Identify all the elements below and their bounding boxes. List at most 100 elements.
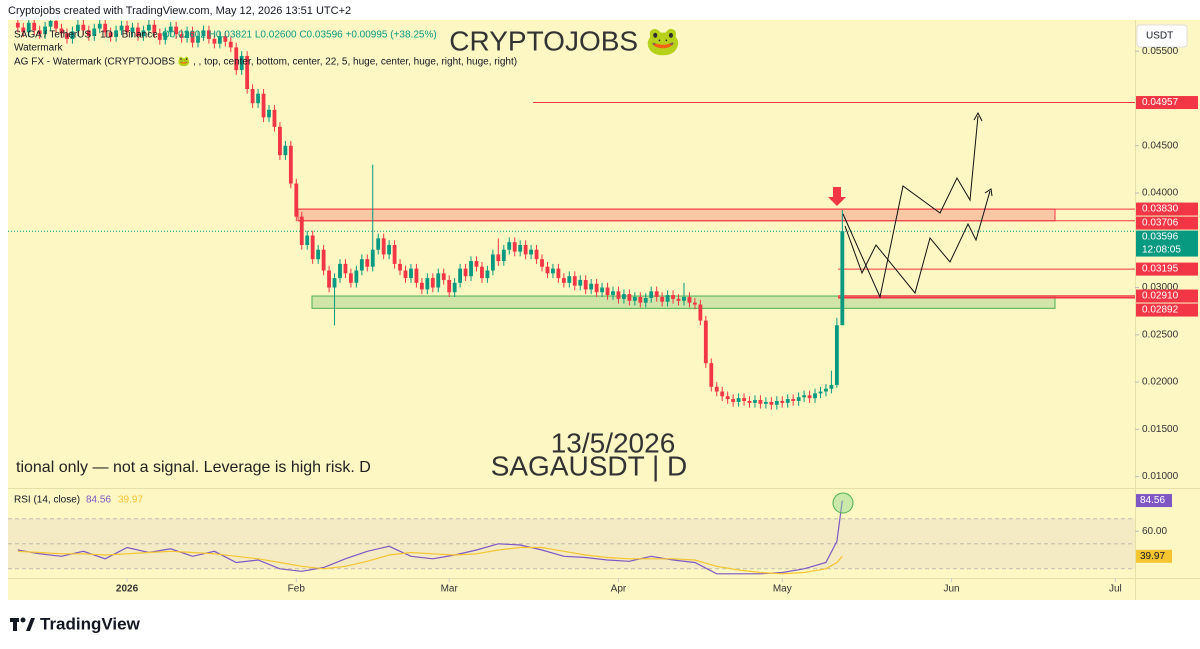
candle-body bbox=[796, 397, 801, 401]
chart-bg bbox=[8, 20, 1200, 600]
price-label: 0.03596 bbox=[1142, 232, 1179, 243]
arrow-head bbox=[973, 111, 983, 122]
candle-body bbox=[824, 388, 828, 392]
candle-body bbox=[578, 279, 583, 286]
rsi-header-value: 84.56 bbox=[86, 495, 111, 506]
price-label: 0.04957 bbox=[1142, 97, 1179, 108]
price-label: 0.02910 bbox=[1142, 291, 1179, 302]
candle-body bbox=[753, 400, 757, 403]
candle-body bbox=[567, 276, 572, 283]
candle-body bbox=[201, 30, 206, 37]
candle-body bbox=[518, 244, 523, 252]
candle-body bbox=[469, 261, 473, 277]
candle-body bbox=[48, 20, 53, 27]
candle-body bbox=[179, 34, 184, 38]
x-tick-label: 2026 bbox=[116, 584, 139, 595]
candle-body bbox=[725, 396, 730, 400]
rsi-header-value: 39.97 bbox=[118, 495, 143, 506]
disclaimer: tional only — not a signal. Leverage is … bbox=[16, 459, 371, 476]
candle-body bbox=[769, 401, 774, 405]
x-tick-label: Feb bbox=[288, 584, 306, 595]
price-label: 0.03195 bbox=[1142, 264, 1179, 275]
candle-body bbox=[409, 268, 413, 279]
candle-body bbox=[616, 291, 621, 299]
candle-body bbox=[671, 295, 675, 299]
price-label-bg bbox=[1136, 216, 1198, 230]
candle-body bbox=[545, 266, 550, 274]
currency[interactable]: USDT bbox=[1146, 31, 1173, 42]
candle-body bbox=[829, 384, 834, 389]
currency-box[interactable] bbox=[1136, 24, 1188, 48]
candle-body bbox=[338, 263, 342, 279]
candle-body bbox=[32, 22, 37, 31]
candle-body bbox=[114, 30, 119, 38]
rsi-line bbox=[17, 500, 843, 575]
x-tick-label: May bbox=[773, 584, 792, 595]
candle-body bbox=[130, 27, 135, 33]
y-tick-label: 0.01500 bbox=[1142, 424, 1179, 435]
projection-lower bbox=[844, 190, 991, 295]
candle-body bbox=[207, 30, 211, 39]
brand: TradingView bbox=[40, 614, 141, 633]
candle-body bbox=[354, 270, 359, 283]
candle-body bbox=[840, 231, 845, 326]
candle-body bbox=[54, 20, 58, 29]
x-tick-label: Jun bbox=[943, 584, 959, 595]
candle-body bbox=[97, 23, 102, 29]
candle-body bbox=[458, 268, 463, 283]
candle-body bbox=[807, 395, 812, 399]
candle-body bbox=[267, 109, 271, 118]
candle-body bbox=[403, 270, 408, 279]
y-tick-label: 0.01000 bbox=[1142, 471, 1179, 482]
rsi-value-label: 39.97 bbox=[1140, 551, 1165, 562]
candle-body bbox=[665, 295, 670, 302]
candle-body bbox=[21, 27, 26, 33]
projection-path bbox=[842, 111, 993, 299]
candle-body bbox=[125, 25, 129, 33]
x-tick-label: Jul bbox=[1109, 584, 1122, 595]
y-tick-label: 0.04000 bbox=[1142, 188, 1179, 199]
candle-body bbox=[141, 30, 146, 37]
price-label: 0.03830 bbox=[1142, 204, 1179, 215]
candle-body bbox=[103, 23, 108, 33]
candle-body bbox=[316, 249, 321, 260]
candle-body bbox=[742, 398, 746, 401]
logo-dot bbox=[20, 617, 26, 623]
candle-body bbox=[763, 401, 768, 404]
credit: Cryptojobs created with TradingView.com,… bbox=[8, 5, 351, 17]
price-label: 0.03706 bbox=[1142, 218, 1179, 229]
x-tick-label: Apr bbox=[611, 584, 627, 595]
price-label: 0.02892 bbox=[1142, 305, 1179, 316]
candle-body bbox=[119, 25, 124, 31]
candle-body bbox=[556, 268, 561, 279]
candle-body bbox=[223, 36, 228, 42]
candle-body bbox=[261, 93, 266, 118]
candle-body bbox=[540, 259, 544, 267]
y-tick-label: 0.02000 bbox=[1142, 377, 1179, 388]
candle-body bbox=[682, 296, 686, 301]
candle-body bbox=[272, 109, 277, 127]
y-tick-label: 0.04500 bbox=[1142, 140, 1179, 151]
candle-body bbox=[802, 395, 807, 398]
candle-body bbox=[86, 30, 91, 37]
candle-body bbox=[627, 294, 632, 301]
candle-body bbox=[572, 276, 577, 286]
candle-body bbox=[441, 273, 446, 280]
candle-body bbox=[310, 235, 315, 260]
candle-body bbox=[561, 278, 566, 283]
candle-body bbox=[605, 287, 610, 296]
candle-body bbox=[294, 183, 299, 217]
rsi-tick-label: 60.00 bbox=[1142, 526, 1167, 537]
watermark-label: Watermark bbox=[14, 43, 64, 54]
candle-body bbox=[791, 399, 796, 401]
candle-body bbox=[65, 33, 69, 39]
candle-body bbox=[381, 238, 386, 255]
brand-logo bbox=[10, 617, 35, 631]
candle-body bbox=[245, 55, 250, 90]
symbol: SAGA / TetherUS · 1D · Binance bbox=[14, 30, 158, 41]
candle-body bbox=[594, 283, 599, 293]
candle-body bbox=[774, 400, 779, 405]
candle-body bbox=[785, 399, 790, 403]
candle-body bbox=[501, 249, 506, 262]
candle-body bbox=[15, 22, 20, 28]
